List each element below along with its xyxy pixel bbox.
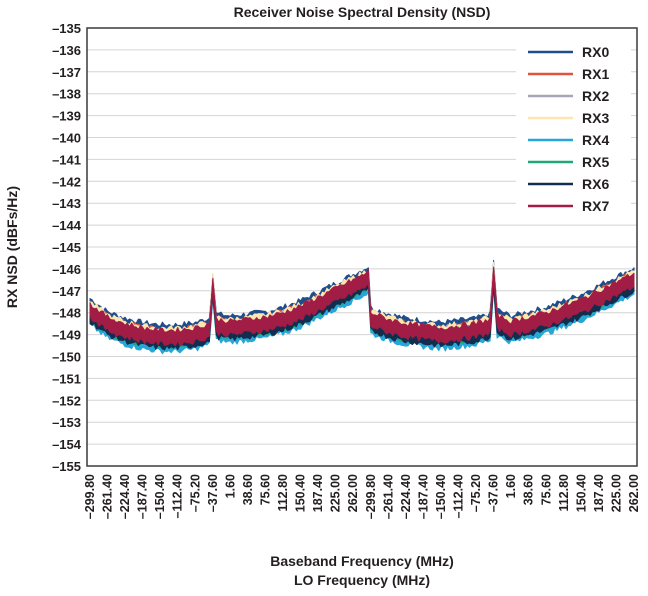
series-rx7 — [89, 266, 635, 347]
x-tick-label: –37.60 — [206, 474, 220, 512]
x-tick-label: –75.20 — [469, 474, 483, 512]
x-tick-label: 112.80 — [276, 474, 290, 512]
y-tick-label: –143 — [52, 196, 81, 211]
x-axis-label-lo: LO Frequency (MHz) — [294, 572, 430, 588]
legend-bg — [516, 109, 631, 127]
x-tick-label: 38.60 — [522, 474, 536, 505]
y-tick-label: –155 — [52, 459, 81, 474]
legend-label: RX0 — [582, 44, 609, 60]
y-tick-label: –148 — [52, 306, 81, 321]
x-tick-label: 75.60 — [258, 474, 272, 505]
x-tick-labels: –299.80 –261.40 –224.40 –187.40 –150.40 –112.… — [83, 474, 641, 519]
x-tick-label: –224.40 — [118, 474, 132, 519]
y-tick-label: –153 — [52, 415, 81, 430]
x-tick-label: 150.40 — [574, 474, 588, 512]
y-tick-label: –135 — [52, 21, 81, 36]
legend-bg — [516, 43, 631, 61]
x-tick-label: 187.40 — [592, 474, 606, 512]
x-tick-label: 1.60 — [223, 474, 237, 498]
x-tick-label: –224.40 — [399, 474, 413, 519]
legend-bg — [516, 65, 631, 83]
x-tick-label: –187.40 — [416, 474, 430, 519]
y-tick-label: –151 — [52, 371, 81, 386]
x-tick-label: –75.20 — [188, 474, 202, 512]
x-tick-label: –112.40 — [452, 474, 466, 519]
legend-bg — [516, 87, 631, 105]
y-tick-label: –152 — [52, 393, 81, 408]
y-tick-label: –136 — [52, 43, 81, 58]
x-tick-label: 187.40 — [311, 474, 325, 512]
x-tick-label: 38.60 — [241, 474, 255, 505]
y-tick-label: –141 — [52, 152, 81, 167]
legend-label: RX6 — [582, 176, 609, 192]
x-tick-label: –299.80 — [364, 474, 378, 519]
y-tick-label: –140 — [52, 131, 81, 146]
legend-bg — [516, 153, 631, 171]
legend-label: RX3 — [582, 110, 609, 126]
legend-label: RX5 — [582, 154, 609, 170]
legend-label: RX4 — [582, 132, 609, 148]
y-tick-labels: –135 –136 –137 –138 –139 –140 –141 –142 –143 –144… — [52, 21, 82, 474]
legend-label: RX1 — [582, 66, 609, 82]
legend: RX0 RX1 RX2 RX3 RX4 RX5 RX6 RX7 — [516, 43, 631, 215]
series-lines — [89, 259, 635, 355]
chart-title: Receiver Noise Spectral Density (NSD) — [234, 4, 491, 20]
x-tick-label: –150.40 — [434, 474, 448, 519]
plot-frame — [86, 27, 638, 467]
y-tick-label: –139 — [52, 109, 81, 124]
x-tick-label: 1.60 — [504, 474, 518, 498]
y-axis-label: RX NSD (dBFs/Hz) — [4, 186, 20, 308]
y-tick-label: –137 — [52, 65, 81, 80]
x-tick-label: –261.40 — [101, 474, 115, 519]
y-tick-label: –144 — [52, 218, 82, 233]
x-axis-label: Baseband Frequency (MHz) — [270, 553, 454, 569]
y-tick-label: –138 — [52, 87, 81, 102]
x-tick-label: 262.00 — [346, 474, 360, 512]
y-tick-label: –145 — [52, 240, 81, 255]
legend-label: RX7 — [582, 198, 609, 214]
y-tick-label: –150 — [52, 350, 81, 365]
x-tick-label: 225.00 — [329, 474, 343, 512]
x-tick-label: 262.00 — [627, 474, 641, 512]
x-tick-label: –261.40 — [381, 474, 395, 519]
y-tick-label: –142 — [52, 174, 81, 189]
x-tick-label: –150.40 — [153, 474, 167, 519]
legend-bg — [516, 197, 631, 215]
y-tick-label: –149 — [52, 328, 81, 343]
x-tick-label: –187.40 — [136, 474, 150, 519]
x-tick-label: 112.80 — [557, 474, 571, 512]
x-tick-label: 75.60 — [539, 474, 553, 505]
legend-label: RX2 — [582, 88, 609, 104]
x-tick-label: –37.60 — [487, 474, 501, 512]
x-tick-label: 225.00 — [609, 474, 623, 512]
legend-bg — [516, 131, 631, 149]
x-tick-label: –299.80 — [83, 474, 97, 519]
y-tick-label: –154 — [52, 437, 82, 452]
x-tick-label: –112.40 — [171, 474, 185, 519]
y-tick-label: –146 — [52, 262, 81, 277]
legend-bg — [516, 175, 631, 193]
x-tick-label: 150.40 — [294, 474, 308, 512]
y-tick-label: –147 — [52, 284, 81, 299]
